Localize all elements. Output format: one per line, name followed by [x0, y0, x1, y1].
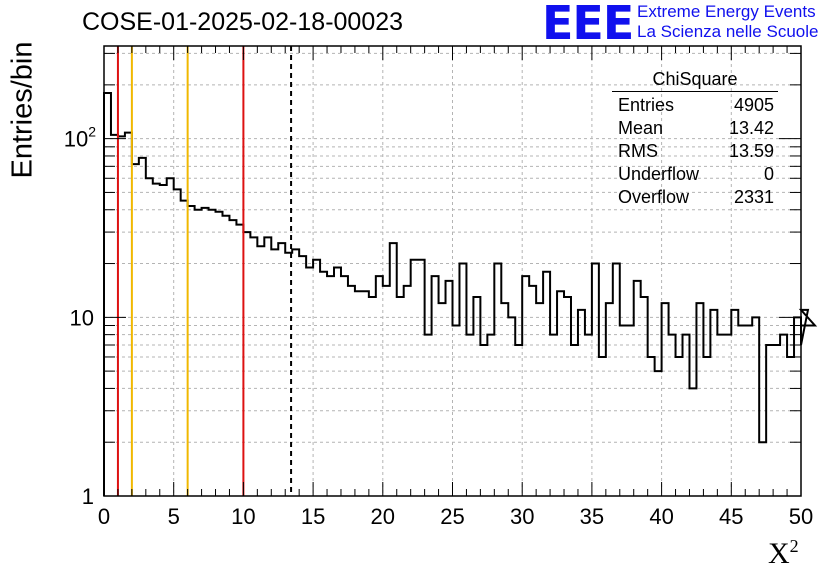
- stats-row-rms: RMS 13.59: [618, 141, 774, 161]
- x-tick-label: 5: [168, 504, 180, 529]
- y-axis-label: Entries/bin: [6, 41, 39, 179]
- stats-row-underflow: Underflow 0: [618, 164, 774, 184]
- x-tick-label: 15: [301, 504, 325, 529]
- x-tick-label: 25: [440, 504, 464, 529]
- x-tick-label: 50: [789, 504, 813, 529]
- y-tick-label: 102: [64, 124, 96, 152]
- x-tick-label: 35: [580, 504, 604, 529]
- stats-row-entries: Entries 4905: [618, 95, 774, 115]
- x-tick-label: 45: [719, 504, 743, 529]
- y-axis-label-box: Entries/bin: [6, 40, 39, 180]
- logo-line-1: Extreme Energy Events: [637, 2, 816, 21]
- y-tick-label: 10: [70, 305, 94, 330]
- x-tick-label: 10: [231, 504, 255, 529]
- stats-title: ChiSquare: [612, 67, 778, 92]
- x-axis-label-sup: 2: [789, 536, 799, 556]
- x-tick-label: 30: [510, 504, 534, 529]
- x-axis-label: X2: [768, 536, 799, 570]
- stats-row-mean: Mean 13.42: [618, 118, 774, 138]
- x-tick-label: 20: [371, 504, 395, 529]
- stats-box: ChiSquare Entries 4905 Mean 13.42 RMS 13.59…: [612, 67, 778, 209]
- chart-title: COSE-01-2025-02-18-00023: [82, 8, 404, 36]
- histogram-series: [103, 92, 818, 496]
- stats-row-overflow: Overflow 2331: [618, 187, 774, 207]
- y-tick-label: 1: [82, 484, 94, 509]
- eee-logo: EEE: [542, 0, 634, 50]
- x-tick-label: 40: [649, 504, 673, 529]
- x-tick-label: 0: [98, 504, 110, 529]
- logo-line-2: La Scienza nelle Scuole: [637, 22, 819, 41]
